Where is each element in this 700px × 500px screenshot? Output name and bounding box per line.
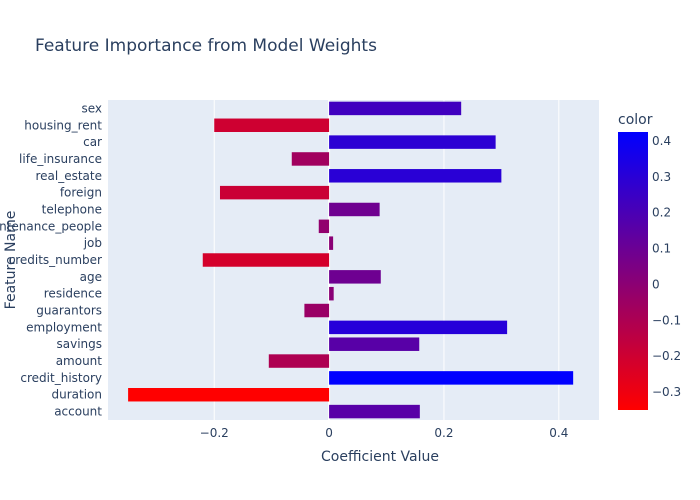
bar-maintenance-people [318,219,330,234]
bar-credit-history [329,371,574,385]
bar-account [329,404,420,419]
y-tick-label: life_insurance [19,152,102,166]
colorbar-title: color [618,112,653,128]
colorbar-tick-labels: 0.4 0.3 0.2 0.1 0 −0.1 −0.2 −0.3 [652,134,681,399]
chart-title: Feature Importance from Model Weights [35,36,377,56]
x-tick-label: 0.2 [434,426,453,440]
bar-telephone [329,202,380,217]
bar-credits-number [202,253,330,267]
bar-employment [329,320,508,335]
y-tick-label: duration [52,388,103,402]
bar-duration [128,388,330,402]
bar-real-estate [329,169,502,183]
colorbar-tick-label: 0.4 [652,134,671,148]
colorbar-tick-label: 0.2 [652,206,671,220]
x-axis-title: Coefficient Value [321,449,439,465]
x-tick-label: −0.2 [200,426,229,440]
y-tick-label: guarantors [36,304,102,318]
bar-residence [329,286,334,301]
colorbar-tick-label: −0.1 [652,313,681,327]
bar-guarantors [304,303,330,318]
y-tick-label: credit_history [20,371,102,385]
y-tick-label: housing_rent [24,118,102,132]
bar-job [329,236,334,250]
bar-amount [268,354,330,368]
bar-life-insurance [291,152,330,166]
colorbar-tick-label: 0.1 [652,242,671,256]
y-tick-label: credits_number [9,253,102,267]
bar-housing-rent [214,118,330,132]
bar-age [329,270,381,284]
x-tick-label: 0 [325,426,333,440]
y-tick-label: real_estate [35,169,102,183]
bars [128,101,574,419]
y-tick-label: car [83,135,102,149]
bar-car [329,135,496,149]
y-tick-label: employment [26,320,102,334]
y-tick-label: savings [56,337,102,351]
y-tick-label: telephone [42,202,102,216]
colorbar [618,132,648,410]
y-tick-label: maintenance_people [0,219,102,233]
plot-area [108,100,599,420]
colorbar-tick-label: −0.2 [652,349,681,363]
y-tick-label: job [83,236,102,250]
y-axis-title: Feature Name [3,211,19,310]
colorbar-tick-label: 0 [652,277,660,291]
y-tick-label: foreign [60,186,102,200]
y-tick-label: account [54,405,102,419]
bar-foreign [219,185,330,200]
bar-sex [329,101,462,116]
y-tick-label: sex [81,101,102,115]
y-tick-label: residence [44,287,102,301]
y-tick-label: amount [56,354,103,368]
x-axis-tick-labels: −0.2 0 0.2 0.4 [200,426,569,440]
bar-savings [329,337,420,351]
y-tick-label: age [80,270,102,284]
colorbar-tick-label: −0.3 [652,385,681,399]
colorbar-tick-label: 0.3 [652,170,671,184]
x-tick-label: 0.4 [549,426,568,440]
